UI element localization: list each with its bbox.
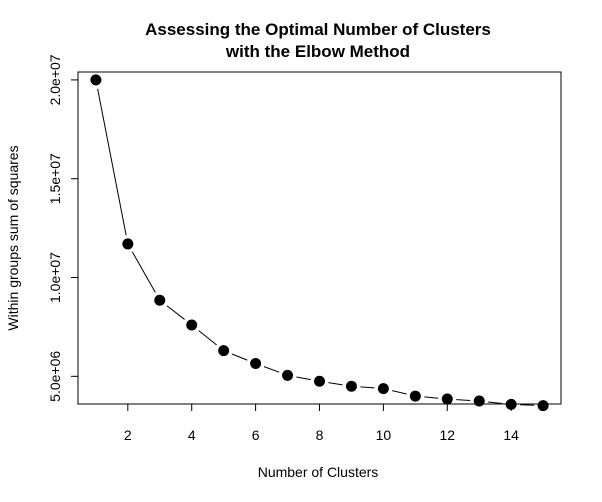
data-point (345, 380, 357, 392)
y-tick-label: 1.0e+07 (47, 252, 63, 303)
x-tick-label: 10 (376, 427, 392, 443)
x-tick-label: 12 (439, 427, 455, 443)
data-point (409, 390, 421, 402)
chart-title-line-2: with the Elbow Method (225, 42, 410, 61)
series-line-segment (231, 353, 248, 361)
data-point (218, 345, 230, 357)
y-tick-label: 1.5e+07 (47, 153, 63, 204)
data-point (282, 369, 294, 381)
x-tick-label: 2 (124, 427, 132, 443)
series-line-segment (456, 399, 471, 401)
series-line-segment (392, 390, 407, 395)
data-point (505, 398, 517, 410)
data-point (122, 238, 134, 250)
y-tick-label: 2.0e+07 (47, 54, 63, 105)
series-line-segment (166, 305, 185, 320)
data-point (537, 400, 549, 412)
series-line-segment (488, 401, 503, 404)
data-point (473, 395, 485, 407)
plot-frame (77, 71, 562, 405)
data-point (314, 375, 325, 387)
series-line-segment (520, 404, 535, 406)
x-tick-label: 14 (503, 427, 519, 443)
x-tick-label: 6 (252, 427, 260, 443)
data-point (250, 357, 262, 369)
series-group (90, 74, 549, 412)
x-axis-label: Number of Clusters (258, 464, 379, 480)
data-point (377, 383, 389, 395)
data-point (186, 319, 198, 331)
data-point (90, 74, 102, 86)
y-axis-label: Within groups sum of squares (5, 145, 21, 330)
series-line-segment (424, 396, 439, 399)
x-axis: 2 4 6 8 10 12 14 (124, 404, 519, 443)
series-line-segment (328, 382, 343, 386)
series-line-segment (360, 386, 375, 389)
series-line-segment (131, 251, 156, 293)
y-axis: 5.0e+06 1.0e+07 1.5e+07 2.0e+07 (47, 54, 78, 402)
data-point (441, 393, 453, 405)
series-line-segment (263, 366, 280, 373)
series-line-segment (296, 376, 311, 381)
y-tick-label: 5.0e+06 (47, 351, 63, 402)
series-line-segment (198, 330, 217, 346)
data-point (154, 294, 166, 306)
x-tick-label: 4 (188, 427, 196, 443)
chart-title-line-1: Assessing the Optimal Number of Clusters (145, 20, 491, 39)
series-line-segment (97, 88, 127, 236)
x-tick-label: 8 (316, 427, 324, 443)
